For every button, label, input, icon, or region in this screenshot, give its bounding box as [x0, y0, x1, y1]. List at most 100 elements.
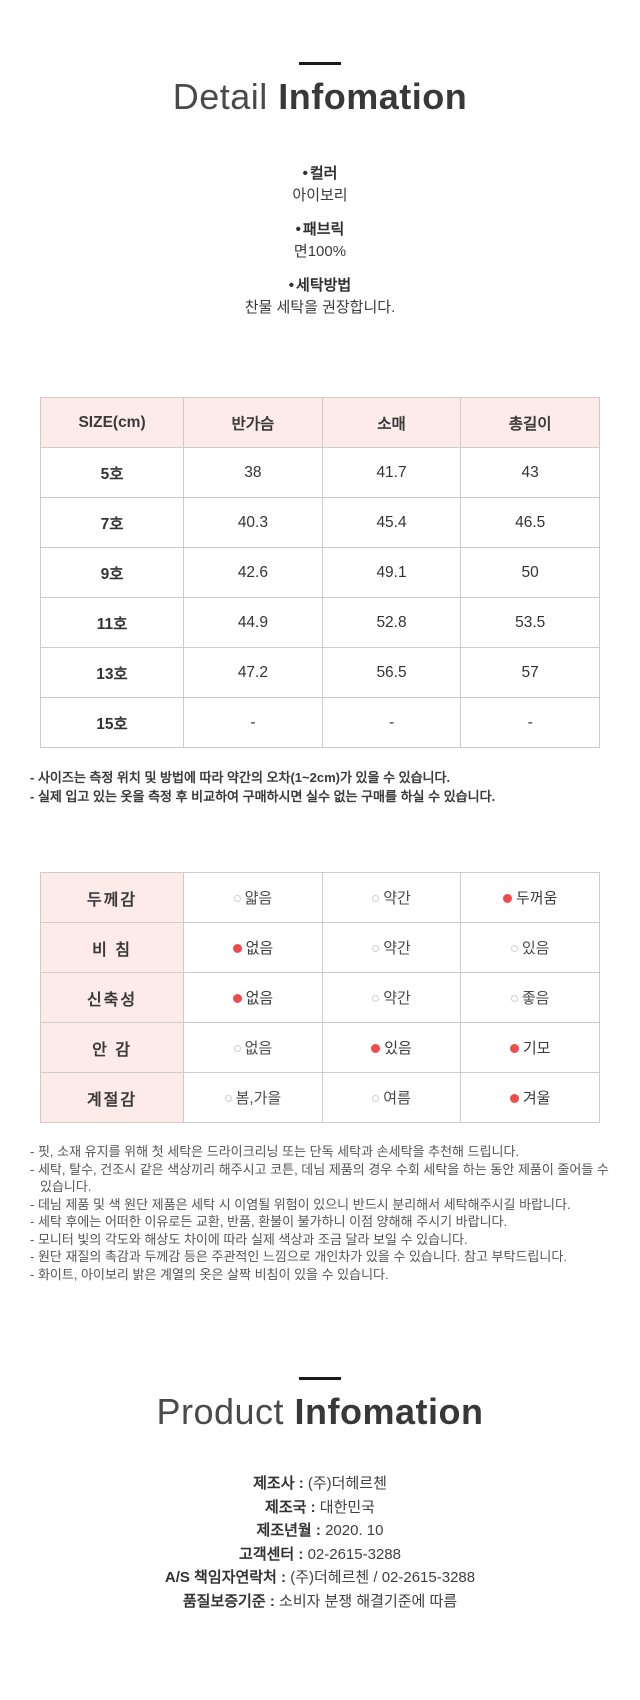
value-cell: - — [183, 697, 323, 748]
value-cell: 38 — [183, 447, 323, 498]
value-cell: - — [460, 697, 600, 748]
spec-label-text: 패브릭 — [302, 221, 345, 238]
feature-option: 약간 — [321, 972, 462, 1023]
radio-dot-icon — [510, 995, 518, 1002]
radio-dot-icon — [509, 1094, 519, 1103]
value-cell: 40.3 — [183, 497, 323, 548]
table-row: 비 침 없음 약간 있음 — [39, 922, 600, 973]
spec-list: • 컬러 아이보리 • 패브릭 면100% • 세탁방법 찬물 세탁을 권장합니다. — [0, 163, 640, 319]
option-label: 약간 — [383, 990, 411, 1007]
feature-table: 두께감 얇음 약간 두꺼움 비 침 없음 약간 있음 신축성 없음 약간 좋음 — [39, 872, 600, 1123]
detail-title-light: Detail — [172, 76, 268, 117]
info-value: 02-2615-3288 — [307, 1545, 401, 1563]
radio-dot-icon — [372, 995, 380, 1002]
info-label: 품질보증기준 — [182, 1592, 266, 1610]
bullet-icon: • — [302, 165, 308, 182]
table-row: 15호 - - - — [39, 697, 600, 748]
feature-option: 겨울 — [460, 1072, 600, 1123]
care-note: - 데님 제품 및 색 원단 제품은 세탁 시 이염될 위험이 있으니 반드시 … — [30, 1196, 571, 1212]
option-label: 봄,가을 — [235, 1090, 282, 1107]
option-label: 약간 — [383, 940, 411, 957]
table-row: 신축성 없음 약간 좋음 — [39, 972, 600, 1023]
spec-label-text: 세탁방법 — [296, 277, 352, 294]
radio-dot-icon — [502, 894, 512, 903]
info-label: A/S 책임자연락처 — [164, 1569, 277, 1586]
option-label: 없음 — [245, 940, 274, 957]
care-note: - 모니터 빛의 각도와 해상도 차이에 따라 실제 색상과 조금 달라 보일 … — [30, 1231, 468, 1247]
value-cell: 41.7 — [321, 447, 462, 498]
feature-label: 두께감 — [39, 872, 185, 923]
feature-option: 있음 — [321, 1022, 462, 1073]
option-label: 없음 — [245, 990, 274, 1007]
spec-value: 아이보리 — [292, 187, 348, 204]
spec-value: 찬물 세탁을 권장합니다. — [244, 299, 396, 316]
option-label: 없음 — [244, 1040, 273, 1057]
radio-dot-icon — [232, 944, 242, 953]
spec-item-washing: • 세탁방법 찬물 세탁을 권장합니다. — [0, 275, 640, 319]
option-label: 두꺼움 — [515, 890, 558, 907]
feature-option: 없음 — [183, 972, 323, 1023]
size-table: SIZE(cm) 반가슴 소매 총길이 5호 38 41.7 43 7호 40.… — [39, 397, 600, 748]
info-separator: : — [276, 1569, 291, 1586]
table-row: 5호 38 41.7 43 — [39, 447, 600, 498]
feature-option: 약간 — [321, 872, 462, 923]
table-row: 7호 40.3 45.4 46.5 — [39, 497, 600, 548]
info-separator: : — [311, 1522, 326, 1539]
product-info-list: 제조사 : (주)더헤르첸 제조국 : 대한민국 제조년월 : 2020. 10… — [0, 1472, 640, 1613]
table-row: 안 감 없음 있음 기모 — [39, 1022, 600, 1073]
feature-option: 두꺼움 — [460, 872, 600, 923]
option-label: 겨울 — [522, 1090, 551, 1107]
value-cell: 50 — [460, 547, 600, 598]
detail-title-bold: Infomation — [278, 76, 468, 117]
info-separator: : — [306, 1498, 320, 1516]
value-cell: 44.9 — [183, 597, 323, 648]
info-value: (주)더헤르첸 — [307, 1475, 387, 1492]
care-note: - 화이트, 아이보리 밝은 계열의 옷은 살짝 비침이 있을 수 있습니다. — [30, 1266, 389, 1282]
spec-item-color: • 컬러 아이보리 — [0, 163, 640, 207]
feature-option: 기모 — [460, 1022, 600, 1073]
radio-dot-icon — [371, 1044, 381, 1053]
info-label: 제조국 — [265, 1498, 307, 1516]
feature-option: 없음 — [183, 922, 323, 973]
radio-dot-icon — [233, 1045, 241, 1052]
value-cell: 57 — [460, 647, 600, 698]
product-info-manufacturer: 제조사 : (주)더헤르첸 — [0, 1472, 640, 1496]
value-cell: 56.5 — [321, 647, 462, 698]
product-title-bold: Infomation — [294, 1391, 484, 1432]
care-note: - 세탁 후에는 어떠한 이유로든 교환, 반품, 환불이 불가하니 이점 양해… — [30, 1214, 508, 1229]
info-label: 제조사 — [253, 1475, 295, 1492]
info-value: 2020. 10 — [325, 1522, 384, 1539]
radio-dot-icon — [509, 1044, 519, 1053]
feature-label: 안 감 — [39, 1022, 185, 1073]
radio-dot-icon — [510, 945, 518, 952]
product-title-light: Product — [156, 1391, 285, 1432]
size-note: - 사이즈는 측정 위치 및 방법에 따라 약간의 오차(1~2cm)가 있을 … — [30, 770, 451, 785]
product-info-customer-center: 고객센터 : 02-2615-3288 — [0, 1543, 640, 1567]
info-value: 소비자 분쟁 해결기준에 따름 — [279, 1592, 458, 1610]
table-row: 9호 42.6 49.1 50 — [39, 547, 600, 598]
option-label: 여름 — [383, 1090, 411, 1107]
spec-item-fabric: • 패브릭 면100% — [0, 219, 640, 263]
care-notes: - 핏, 소재 유지를 위해 첫 세탁은 드라이크리닝 또는 단독 세탁과 손세… — [30, 1143, 610, 1283]
info-separator: : — [294, 1475, 308, 1492]
spec-label-text: 컬러 — [309, 165, 338, 182]
detail-section: Detail Infomation • 컬러 아이보리 • 패브릭 면100% • 세… — [0, 62, 640, 1283]
value-cell: 49.1 — [321, 547, 462, 598]
feature-label: 비 침 — [39, 922, 185, 973]
care-note: - 원단 재질의 촉감과 두께감 등은 주관적인 느낌으로 개인차가 있을 수 … — [30, 1249, 567, 1264]
size-table-header: 총길이 — [460, 397, 600, 448]
info-value: (주)더헤르첸 / 02-2615-3288 — [290, 1569, 476, 1586]
size-notes: - 사이즈는 측정 위치 및 방법에 따라 약간의 오차(1~2cm)가 있을 … — [30, 768, 610, 806]
value-cell: 47.2 — [183, 647, 323, 698]
size-cell: 13호 — [39, 647, 185, 698]
option-label: 얇음 — [244, 890, 273, 907]
spec-label: • 패브릭 — [0, 219, 640, 241]
option-label: 있음 — [384, 1040, 412, 1057]
feature-option: 좋음 — [460, 972, 600, 1023]
option-label: 약간 — [383, 890, 411, 907]
section-divider-line — [299, 1377, 341, 1380]
size-cell: 15호 — [39, 697, 185, 748]
product-info-as-contact: A/S 책임자연락처 : (주)더헤르첸 / 02-2615-3288 — [0, 1566, 640, 1590]
care-note: - 세탁, 탈수, 건조시 같은 색상끼리 해주시고 코튼, 데님 제품의 경우… — [30, 1161, 609, 1195]
size-note: - 실제 입고 있는 옷을 측정 후 비교하여 구매하시면 실수 없는 구매를 … — [30, 789, 496, 804]
